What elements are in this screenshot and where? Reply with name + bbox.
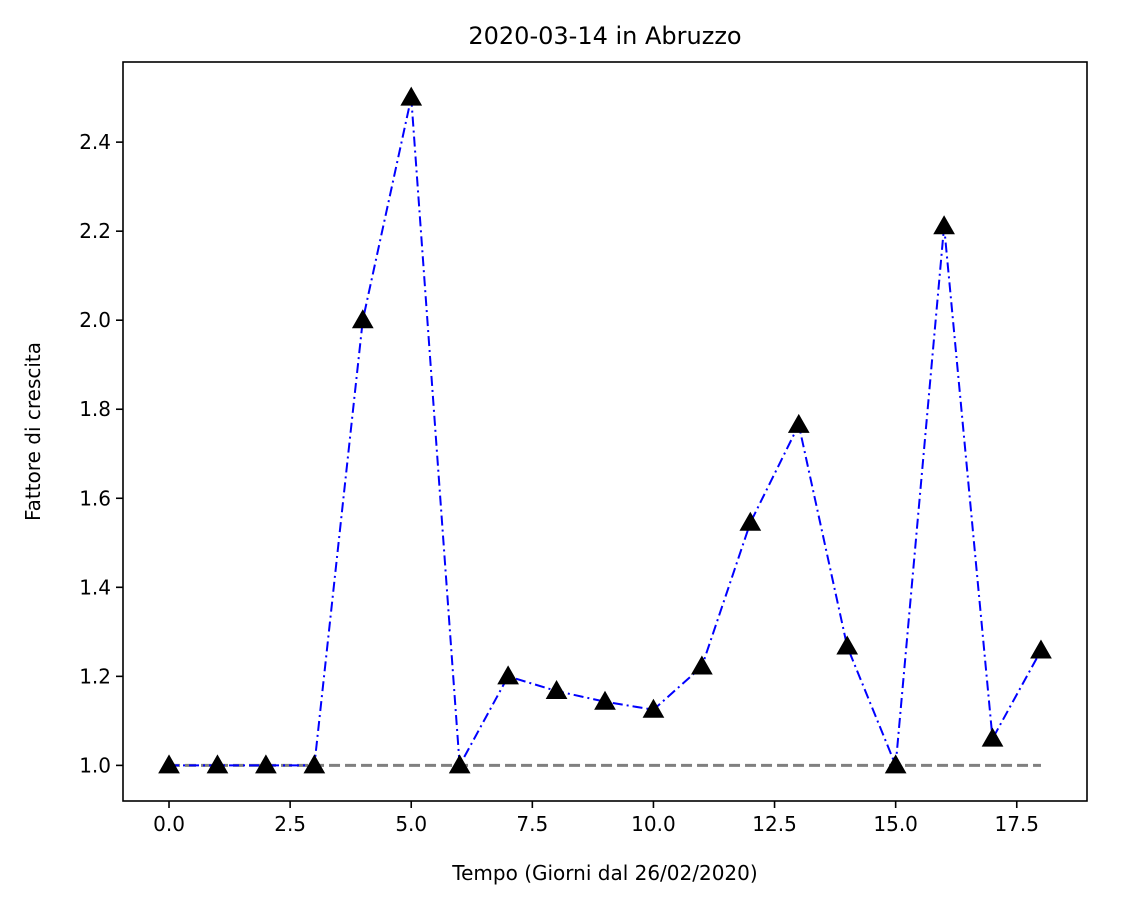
x-tick-label: 2.5 xyxy=(274,812,306,836)
data-point xyxy=(206,754,229,774)
plot-frame xyxy=(122,61,1088,802)
data-point xyxy=(642,698,665,718)
data-point xyxy=(351,309,374,329)
data-point xyxy=(933,215,955,235)
x-axis-label: Tempo (Giorni dal 26/02/2020) xyxy=(451,861,757,885)
series-line xyxy=(169,97,1042,769)
y-tick-label: 1.4 xyxy=(79,575,111,599)
x-tick-label: 5.0 xyxy=(395,812,427,836)
data-point xyxy=(836,635,859,655)
y-tick-label: 2.0 xyxy=(79,308,111,332)
y-axis-label: Fattore di crescita xyxy=(21,342,45,521)
y-tick-label: 2.4 xyxy=(79,130,111,154)
x-axis: 0.0 2.5 5.0 7.5 10.0 12.5 15.0 17.5 xyxy=(153,801,1039,836)
x-tick-label: 17.5 xyxy=(994,812,1039,836)
x-tick-label: 12.5 xyxy=(752,812,797,836)
y-tick-label: 1.8 xyxy=(79,397,111,421)
plot-area xyxy=(158,86,1052,774)
x-tick-label: 10.0 xyxy=(631,812,676,836)
data-point xyxy=(1030,639,1052,659)
data-point xyxy=(739,511,762,531)
y-tick-label: 1.6 xyxy=(79,486,111,510)
chart-title: 2020-03-14 in Abruzzo xyxy=(468,22,741,50)
y-tick-label: 2.2 xyxy=(79,219,111,243)
data-point xyxy=(497,665,519,685)
data-point xyxy=(691,655,713,675)
x-tick-label: 15.0 xyxy=(873,812,918,836)
x-tick-label: 7.5 xyxy=(516,812,548,836)
data-point xyxy=(981,727,1004,747)
y-tick-label: 1.0 xyxy=(79,753,111,777)
x-tick-label: 0.0 xyxy=(153,812,185,836)
data-point xyxy=(303,754,326,774)
data-point xyxy=(545,680,568,700)
y-tick-label: 1.2 xyxy=(79,664,111,688)
data-point xyxy=(400,86,423,106)
data-point xyxy=(787,413,810,433)
y-axis: 1.0 1.2 1.4 1.6 1.8 2.0 2.2 2.4 xyxy=(79,130,123,777)
data-point xyxy=(158,754,180,774)
data-point xyxy=(255,754,277,774)
data-point xyxy=(448,754,471,774)
data-point xyxy=(884,754,907,774)
data-point xyxy=(594,690,616,710)
